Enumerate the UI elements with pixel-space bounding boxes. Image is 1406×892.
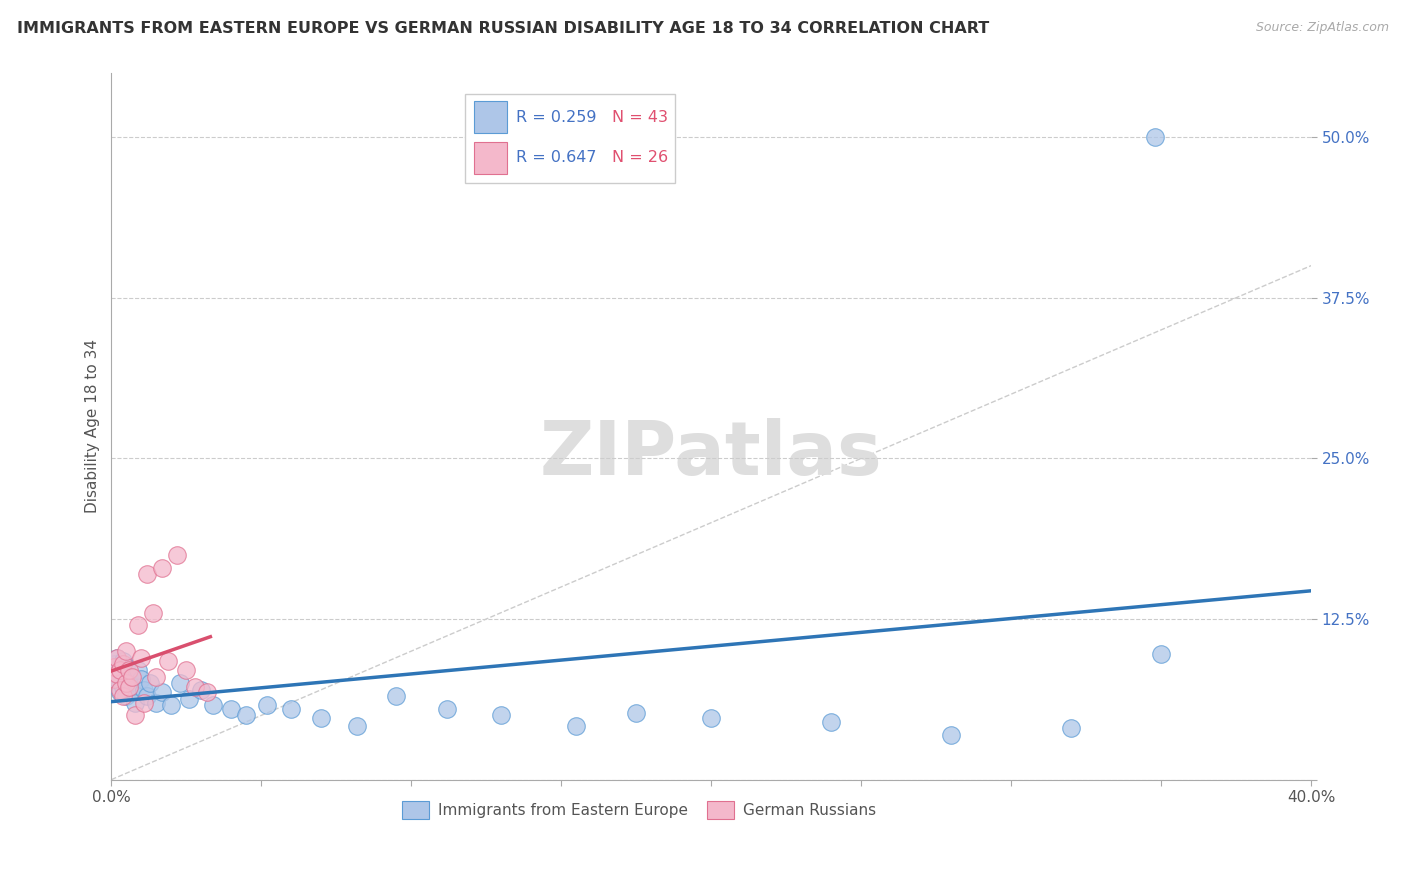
Point [142, 606, 165, 620]
Point [311, 711, 333, 725]
Point [107, 650, 129, 665]
Point [136, 689, 159, 703]
Point [112, 654, 135, 668]
Point [131, 673, 153, 687]
Point [160, 698, 183, 712]
Point [491, 708, 513, 723]
Point [939, 728, 962, 742]
Point [1150, 647, 1173, 661]
Point [103, 659, 125, 673]
Y-axis label: Disability Age 18 to 34: Disability Age 18 to 34 [86, 339, 100, 513]
Point [221, 702, 243, 716]
Point [436, 702, 458, 716]
Point [139, 676, 162, 690]
Point [256, 698, 278, 712]
Point [1060, 721, 1083, 735]
Point [121, 682, 143, 697]
Point [820, 714, 842, 729]
Point [346, 719, 368, 733]
Point [112, 689, 135, 703]
Point [110, 685, 132, 699]
Point [190, 682, 212, 697]
Point [107, 667, 129, 681]
Point [184, 680, 207, 694]
Point [115, 676, 138, 690]
Point [565, 719, 588, 733]
Point [235, 708, 257, 723]
Point [145, 696, 167, 710]
Point [112, 657, 135, 671]
Point [280, 702, 302, 716]
Point [169, 676, 191, 690]
Point [176, 664, 198, 678]
Text: Source: ZipAtlas.com: Source: ZipAtlas.com [1256, 21, 1389, 35]
Point [124, 696, 146, 710]
Point [121, 670, 143, 684]
Point [195, 685, 218, 699]
Point [110, 664, 132, 678]
Point [103, 657, 125, 671]
Point [152, 685, 174, 699]
Point [131, 650, 153, 665]
Legend: Immigrants from Eastern Europe, German Russians: Immigrants from Eastern Europe, German R… [395, 795, 883, 825]
Point [166, 548, 188, 562]
Point [152, 560, 174, 574]
Point [1144, 130, 1167, 145]
Point [127, 664, 149, 678]
Point [103, 673, 125, 687]
Point [118, 676, 141, 690]
Point [118, 664, 141, 678]
Point [385, 689, 408, 703]
Point [103, 667, 125, 681]
Point [118, 670, 141, 684]
Point [127, 618, 149, 632]
Text: ZIPatlas: ZIPatlas [540, 418, 883, 491]
Text: IMMIGRANTS FROM EASTERN EUROPE VS GERMAN RUSSIAN DISABILITY AGE 18 TO 34 CORRELA: IMMIGRANTS FROM EASTERN EUROPE VS GERMAN… [17, 21, 990, 37]
Point [107, 673, 129, 687]
Point [157, 654, 180, 668]
Point [107, 650, 129, 665]
Point [136, 567, 159, 582]
Point [115, 644, 138, 658]
Point [202, 698, 225, 712]
Point [115, 689, 138, 703]
Point [115, 659, 138, 673]
Point [110, 664, 132, 678]
Point [134, 682, 156, 697]
Point [700, 711, 723, 725]
Point [626, 706, 648, 720]
Point [179, 691, 201, 706]
Point [145, 670, 167, 684]
Point [124, 708, 146, 723]
Point [134, 696, 156, 710]
Point [112, 680, 135, 694]
Point [118, 680, 141, 694]
Point [110, 682, 132, 697]
